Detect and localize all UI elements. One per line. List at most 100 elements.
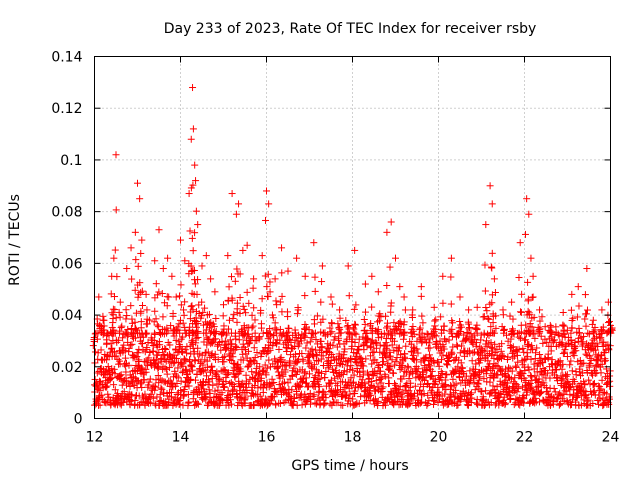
- roti-point: [390, 325, 398, 333]
- roti-point: [597, 385, 605, 393]
- roti-point: [89, 342, 97, 350]
- roti-point: [524, 295, 532, 303]
- roti-point: [567, 329, 575, 337]
- roti-point: [386, 327, 394, 335]
- roti-peak-point: [164, 254, 172, 262]
- roti-point: [380, 358, 388, 366]
- roti-point: [104, 362, 112, 370]
- roti-point: [186, 227, 194, 235]
- roti-point: [239, 356, 247, 364]
- roti-peak-point: [181, 257, 189, 265]
- roti-point: [584, 396, 592, 404]
- roti-point: [398, 393, 406, 401]
- roti-peak-point: [207, 275, 215, 283]
- roti-point: [111, 246, 119, 254]
- roti-point: [583, 310, 591, 318]
- roti-peak-point: [271, 275, 279, 283]
- roti-point: [285, 324, 293, 332]
- roti-point: [219, 354, 227, 362]
- roti-point: [328, 320, 336, 328]
- roti-point: [568, 367, 576, 375]
- roti-point: [239, 302, 247, 310]
- roti-point: [271, 326, 279, 334]
- roti-point: [521, 230, 529, 238]
- roti-point: [225, 283, 233, 291]
- roti-point: [319, 315, 327, 323]
- roti-point: [250, 344, 258, 352]
- roti-point: [539, 339, 547, 347]
- roti-peak-point: [142, 290, 150, 298]
- roti-point: [392, 358, 400, 366]
- roti-point: [147, 390, 155, 398]
- roti-point: [466, 376, 474, 384]
- roti-point: [281, 368, 289, 376]
- roti-point: [198, 312, 206, 320]
- roti-point: [420, 390, 428, 398]
- roti-peak-point: [525, 210, 533, 218]
- roti-point: [218, 389, 226, 397]
- roti-point: [201, 349, 209, 357]
- roti-point: [422, 353, 430, 361]
- roti-point: [209, 381, 217, 389]
- roti-peak-point: [327, 293, 335, 301]
- roti-point: [151, 386, 159, 394]
- roti-point: [501, 401, 509, 409]
- roti-point: [154, 364, 162, 372]
- roti-point: [514, 385, 522, 393]
- roti-point: [440, 322, 448, 330]
- roti-point: [266, 288, 274, 296]
- roti-point: [454, 401, 462, 409]
- roti-point: [325, 380, 333, 388]
- roti-point: [266, 333, 274, 341]
- roti-point: [169, 359, 177, 367]
- roti-point: [233, 309, 241, 317]
- roti-point: [454, 363, 462, 371]
- roti-point: [111, 306, 119, 314]
- roti-peak-point: [490, 275, 498, 283]
- roti-point: [243, 288, 251, 296]
- roti-point: [520, 395, 528, 403]
- roti-peak-point: [110, 254, 118, 262]
- roti-point: [348, 342, 356, 350]
- roti-point: [504, 353, 512, 361]
- roti-point: [555, 358, 563, 366]
- roti-point: [242, 383, 250, 391]
- roti-point: [264, 270, 272, 278]
- roti-point: [339, 401, 347, 409]
- roti-point: [336, 314, 344, 322]
- roti-point: [306, 338, 314, 346]
- roti-point: [401, 306, 409, 314]
- roti-point: [94, 329, 102, 337]
- roti-peak-point: [387, 218, 395, 226]
- roti-point: [199, 361, 207, 369]
- roti-point: [565, 384, 573, 392]
- roti-point: [188, 234, 196, 242]
- roti-point: [272, 401, 280, 409]
- roti-peak-point: [546, 321, 554, 329]
- roti-point: [229, 359, 237, 367]
- roti-point: [546, 374, 554, 382]
- roti-point: [205, 310, 213, 318]
- roti-point: [408, 313, 416, 321]
- roti-point: [517, 328, 525, 336]
- roti-point: [327, 357, 335, 365]
- roti-point: [342, 316, 350, 324]
- roti-point: [276, 400, 284, 408]
- roti-point: [469, 349, 477, 357]
- roti-point: [276, 325, 284, 333]
- roti-point: [554, 330, 562, 338]
- roti-point: [528, 314, 536, 322]
- roti-point: [163, 365, 171, 373]
- roti-point: [251, 354, 259, 362]
- roti-point: [303, 379, 311, 387]
- roti-point: [291, 326, 299, 334]
- roti-point: [220, 322, 228, 330]
- roti-point: [150, 337, 158, 345]
- roti-point: [571, 378, 579, 386]
- roti-point: [435, 362, 443, 370]
- roti-point: [328, 300, 336, 308]
- roti-peak-point: [293, 254, 301, 262]
- roti-point: [110, 381, 118, 389]
- roti-point: [353, 350, 361, 358]
- x-tick-label: 24: [602, 430, 620, 446]
